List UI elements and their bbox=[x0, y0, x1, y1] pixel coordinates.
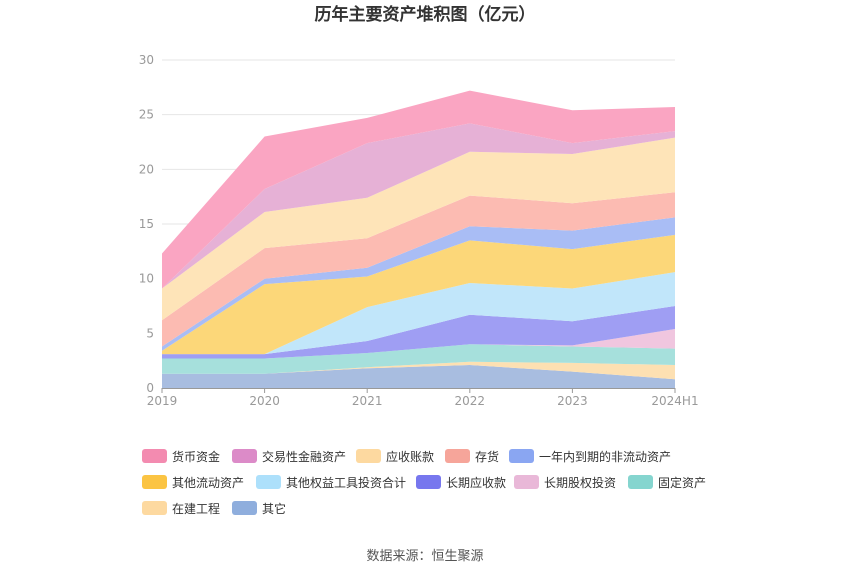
legend-swatch bbox=[356, 449, 381, 463]
legend-label: 货币资金 bbox=[172, 449, 221, 464]
axes: 0 5 10 15 20 25 30 2019 2020 2021 2022 2023 2024H1 bbox=[139, 53, 699, 408]
legend-swatch bbox=[514, 475, 539, 489]
legend-swatch bbox=[142, 501, 167, 515]
legend-label: 其它 bbox=[262, 501, 287, 516]
legend-label: 固定资产 bbox=[658, 475, 707, 490]
legend-item[interactable]: 其他权益工具投资合计 bbox=[256, 472, 406, 492]
legend-item[interactable]: 一年内到期的非流动资产 bbox=[509, 446, 671, 466]
area-series-7 bbox=[162, 234, 675, 355]
data-source: 数据来源：恒生聚源 bbox=[366, 549, 484, 564]
legend-swatch bbox=[142, 449, 167, 463]
legend-label: 存货 bbox=[475, 449, 500, 464]
y-tick-label: 10 bbox=[139, 272, 154, 286]
legend-label: 在建工程 bbox=[172, 501, 221, 516]
legend-label: 一年内到期的非流动资产 bbox=[539, 449, 672, 464]
legend-label: 交易性金融资产 bbox=[262, 449, 347, 464]
legend-swatch bbox=[628, 475, 653, 489]
y-tick-label: 20 bbox=[139, 162, 154, 176]
stacked-area-chart: 历年主要资产堆积图（亿元） 0 5 10 15 20 25 30 2019 2020 2021 20… bbox=[139, 4, 699, 408]
legend-item[interactable]: 长期应收款 bbox=[416, 472, 506, 492]
legend-swatch bbox=[256, 475, 281, 489]
x-tick-label: 2022 bbox=[455, 394, 486, 408]
area-series-5 bbox=[162, 306, 675, 359]
area-series-3 bbox=[162, 344, 675, 374]
legend-swatch bbox=[142, 475, 167, 489]
y-tick-label: 30 bbox=[139, 53, 154, 67]
legend-swatch bbox=[232, 501, 257, 515]
legend-swatch bbox=[416, 475, 441, 489]
y-tick-label: 15 bbox=[139, 217, 154, 231]
x-tick-label: 2021 bbox=[352, 394, 383, 408]
legend-item[interactable]: 存货 bbox=[445, 446, 499, 466]
legend-label: 其他流动资产 bbox=[172, 475, 245, 490]
x-tick-label: 2023 bbox=[557, 394, 588, 408]
area-series-10 bbox=[162, 137, 675, 321]
x-tick-label: 2020 bbox=[249, 394, 280, 408]
area-series-6 bbox=[162, 272, 675, 355]
area-series-8 bbox=[162, 217, 675, 351]
y-tick-label: 25 bbox=[139, 108, 154, 122]
area-series-9 bbox=[162, 192, 675, 347]
x-tick-label: 2019 bbox=[147, 394, 178, 408]
area-series-2 bbox=[162, 361, 675, 380]
legend-item[interactable]: 固定资产 bbox=[628, 472, 706, 492]
legend-label: 应收账款 bbox=[386, 449, 435, 464]
legend-label: 长期应收款 bbox=[446, 475, 507, 490]
y-tick-label: 5 bbox=[146, 326, 154, 340]
legend-item[interactable]: 货币资金 bbox=[142, 446, 220, 466]
legend-item[interactable]: 其他流动资产 bbox=[142, 472, 244, 492]
x-tick-label: 2024H1 bbox=[651, 394, 698, 408]
legend-label: 长期股权投资 bbox=[544, 475, 617, 490]
legend-swatch bbox=[509, 449, 534, 463]
legend-swatch bbox=[232, 449, 257, 463]
area-series-12 bbox=[162, 90, 675, 289]
chart-title: 历年主要资产堆积图（亿元） bbox=[315, 4, 536, 25]
legend-item[interactable]: 应收账款 bbox=[356, 446, 434, 466]
y-tick-label: 0 bbox=[146, 381, 154, 395]
legend-item[interactable]: 交易性金融资产 bbox=[232, 446, 346, 466]
legend-item[interactable]: 长期股权投资 bbox=[514, 472, 616, 492]
legend-item[interactable]: 其它 bbox=[232, 498, 286, 518]
legend-label: 其他权益工具投资合计 bbox=[286, 475, 407, 490]
area-series-11 bbox=[162, 123, 675, 289]
area-series-1 bbox=[162, 365, 675, 388]
area-series-group bbox=[162, 90, 675, 388]
legend-item[interactable]: 在建工程 bbox=[142, 498, 220, 518]
legend-swatch bbox=[445, 449, 470, 463]
